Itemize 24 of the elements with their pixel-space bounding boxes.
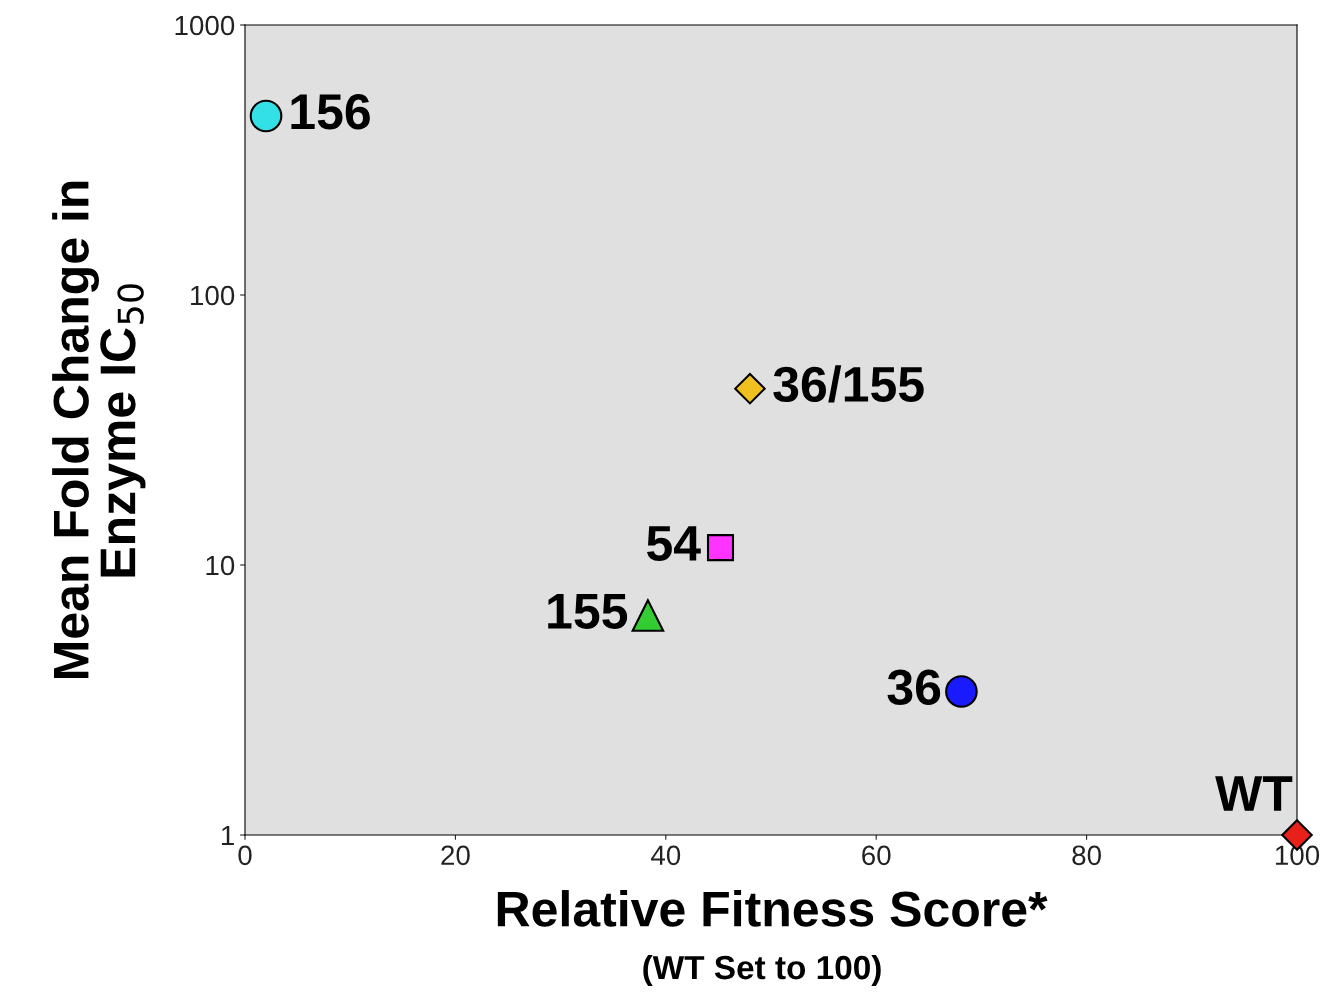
point [631, 599, 665, 632]
series-label: WT [1215, 776, 1293, 811]
y-tick-label: 1000 [175, 15, 235, 36]
x-tick-label: 0 [238, 845, 252, 866]
series-label: 36/155 [773, 365, 924, 403]
y-tick-label: 1 [221, 825, 234, 846]
x-tick-label: 80 [1072, 845, 1101, 866]
point [945, 675, 978, 708]
y-tick-label: 10 [206, 555, 235, 576]
y-axis-title: Mean Fold Change in Enzyme IC$_{50}$ [52, 181, 146, 679]
y-tick-label: 100 [191, 285, 235, 306]
series-label: 36 [887, 669, 941, 705]
point [706, 534, 735, 562]
point [734, 372, 766, 405]
text: (WT Set to 100) [643, 954, 881, 986]
series-label: 156 [291, 94, 370, 130]
x-tick-label: 20 [441, 845, 470, 866]
x-tick-label: 40 [650, 845, 681, 866]
series-label: 54 [646, 526, 701, 562]
x-tick-label: 60 [862, 845, 891, 866]
point [249, 99, 283, 133]
x-tick-label: 100 [1275, 845, 1320, 866]
series-label: 155 [548, 594, 628, 629]
x-axis-title: Relative Fitness Score* [497, 890, 1048, 927]
